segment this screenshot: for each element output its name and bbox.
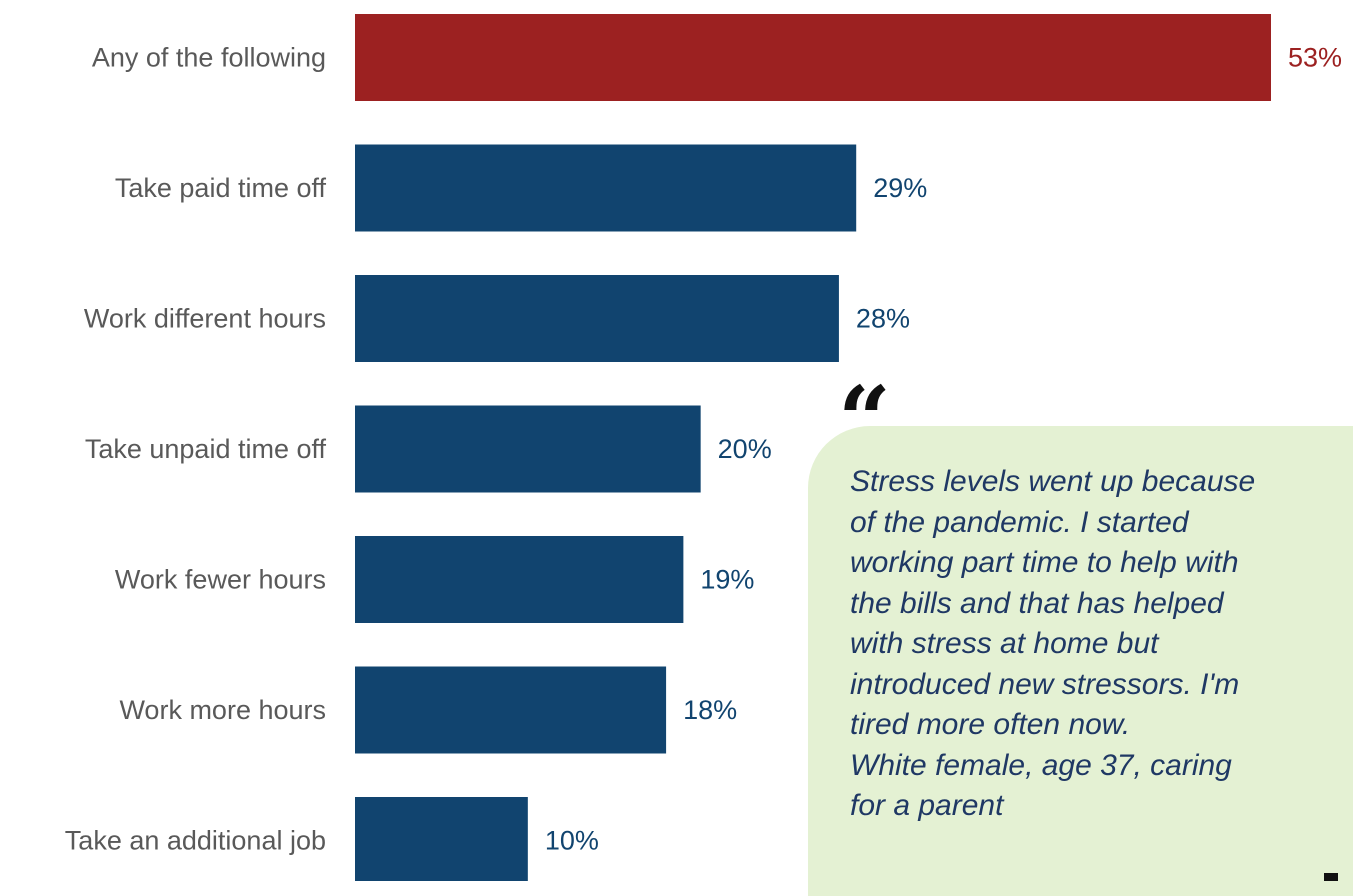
quote-line: Stress levels went up because [850, 465, 1256, 498]
category-label: Work different hours [84, 304, 326, 334]
value-label: 18% [683, 695, 737, 725]
open-quote-icon: “ [838, 366, 891, 474]
quote-line: the bills and that has helped [850, 586, 1224, 620]
category-label: Work fewer hours [115, 565, 326, 595]
category-label: Any of the following [92, 43, 326, 73]
bar-4 [355, 536, 684, 623]
category-label: Take paid time off [115, 173, 327, 203]
quote-line: introduced new stressors. I'm [850, 667, 1240, 701]
bar-0 [355, 14, 1271, 101]
bar-6 [355, 797, 528, 881]
quote-text: Stress levels went up because of the pan… [850, 462, 1350, 827]
quote-line: with stress at home but [850, 627, 1159, 660]
quote-line: working part time to help with [850, 546, 1239, 579]
quote-line: of the pandemic. I started [850, 505, 1189, 539]
category-label: Take an additional job [65, 826, 326, 856]
quote-attribution-line: for a parent [850, 789, 1004, 822]
category-label: Take unpaid time off [85, 434, 327, 464]
bar-5 [355, 666, 667, 754]
value-label: 10% [545, 826, 599, 856]
value-label: 19% [700, 565, 754, 595]
value-label: 28% [856, 304, 910, 334]
value-label: 29% [873, 173, 927, 203]
quote-line: tired more often now. [850, 708, 1131, 741]
bar-1 [355, 144, 857, 232]
value-label: 53% [1288, 43, 1342, 73]
bar-2 [355, 275, 839, 362]
bar-3 [355, 405, 701, 493]
quote-attribution-line: White female, age 37, caring [850, 748, 1232, 782]
value-label: 20% [718, 434, 772, 464]
close-quote-icon [1324, 873, 1338, 881]
category-label: Work more hours [119, 695, 326, 725]
quote-box [808, 426, 1353, 896]
